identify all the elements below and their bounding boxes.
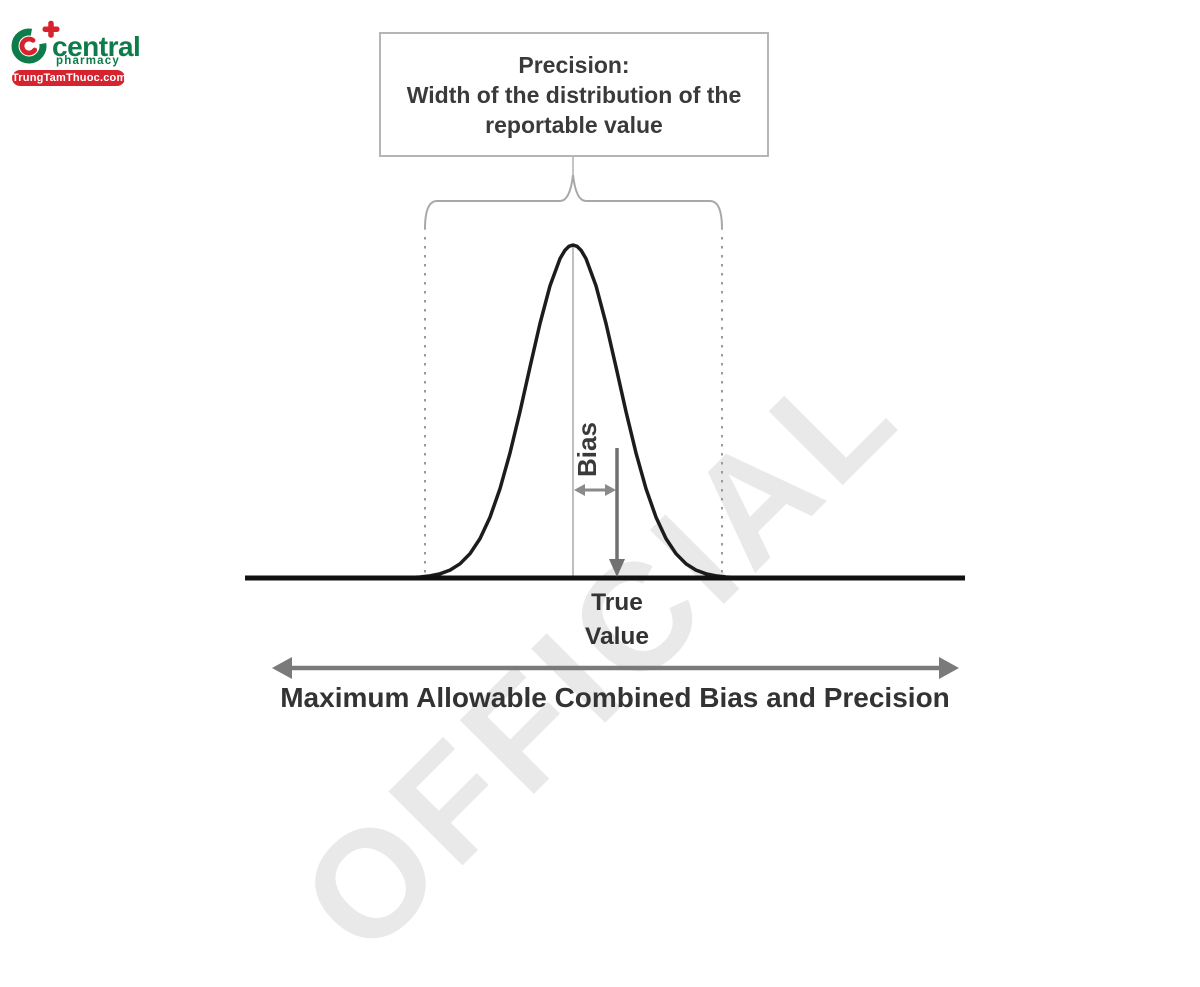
bias-width-arrow (574, 484, 616, 496)
max-range-arrowhead-left (272, 657, 292, 679)
curly-brace (424, 174, 723, 230)
figure: OFFICIAL (11, 20, 965, 985)
max-range-arrowhead-right (939, 657, 959, 679)
true-value-arrowhead (609, 559, 625, 577)
precision-box-line2: Width of the distribution of the (406, 81, 742, 108)
true-value-arrow (609, 448, 625, 577)
logo-green-ring (11, 28, 47, 64)
diagram-canvas (245, 156, 965, 679)
logo-banner: TrungTamThuoc.com (12, 70, 127, 86)
true-value-line1: True (591, 589, 643, 616)
precision-callout-box: Precision: Width of the distribution of … (379, 32, 769, 157)
precision-box-line3: reportable value (485, 111, 663, 138)
true-value-line2: Value (584, 623, 649, 650)
bias-arrowhead-left (574, 484, 585, 496)
true-value-label: True Value (552, 586, 682, 654)
bias-arrowhead-right (605, 484, 616, 496)
precision-box-line1: Precision: (518, 51, 630, 78)
logo-plus-vertical (48, 20, 54, 38)
logo-brand: central (52, 31, 141, 62)
max-allowable-label: Maximum Allowable Combined Bias and Prec… (280, 682, 950, 713)
logo-red-arc (19, 36, 38, 56)
bell-curve (399, 243, 747, 580)
bias-label: Bias (572, 422, 602, 477)
c-ring-plus-icon (11, 20, 60, 64)
logo-subtitle: pharmacy (56, 55, 120, 67)
max-range-arrow (272, 657, 959, 679)
